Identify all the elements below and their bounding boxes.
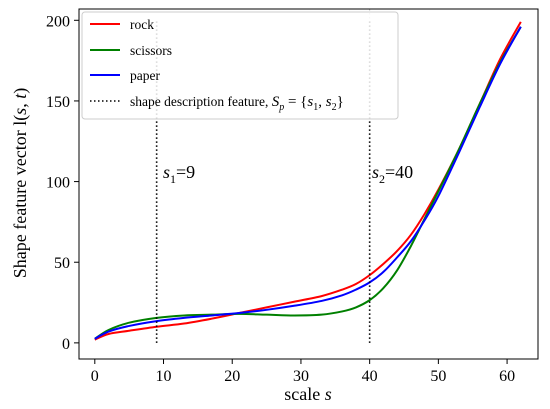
plot-lines <box>94 21 522 341</box>
x-tick-label-60: 60 <box>499 368 515 385</box>
x-tick-label-0: 0 <box>91 368 99 385</box>
x-tick-label-40: 40 <box>362 368 378 385</box>
legend: rock scissors paper shape description fe… <box>81 11 399 120</box>
x-tick-label-10: 10 <box>156 368 172 385</box>
y-tick-label-50: 50 <box>54 255 70 272</box>
series-line-paper <box>94 26 522 340</box>
legend-box <box>81 11 399 120</box>
y-axis-label: Shape feature vector l(s, t) <box>10 88 31 278</box>
plot-frame <box>78 8 539 360</box>
series-line-scissors <box>94 26 522 340</box>
axis-ticks: 0 10 20 30 40 50 60 0 50 100 150 200 <box>46 13 515 385</box>
legend-label-paper: paper <box>130 68 160 83</box>
x-axis-label: scale s <box>284 384 332 404</box>
legend-label-shape-feature: shape description feature, Sp = {s1, s2} <box>130 94 344 113</box>
y-tick-label-100: 100 <box>46 175 70 192</box>
y-tick-label-0: 0 <box>62 336 70 353</box>
x-tick-label-50: 50 <box>430 368 446 385</box>
annotation-s2: s2=40 <box>372 162 413 186</box>
y-tick-label-150: 150 <box>46 94 70 111</box>
x-tick-label-20: 20 <box>224 368 240 385</box>
legend-label-scissors: scissors <box>130 43 172 58</box>
legend-label-rock: rock <box>130 17 154 32</box>
x-tick-label-30: 30 <box>293 368 309 385</box>
y-tick-label-200: 200 <box>46 13 70 30</box>
annotation-s1: s1=9 <box>163 162 195 186</box>
